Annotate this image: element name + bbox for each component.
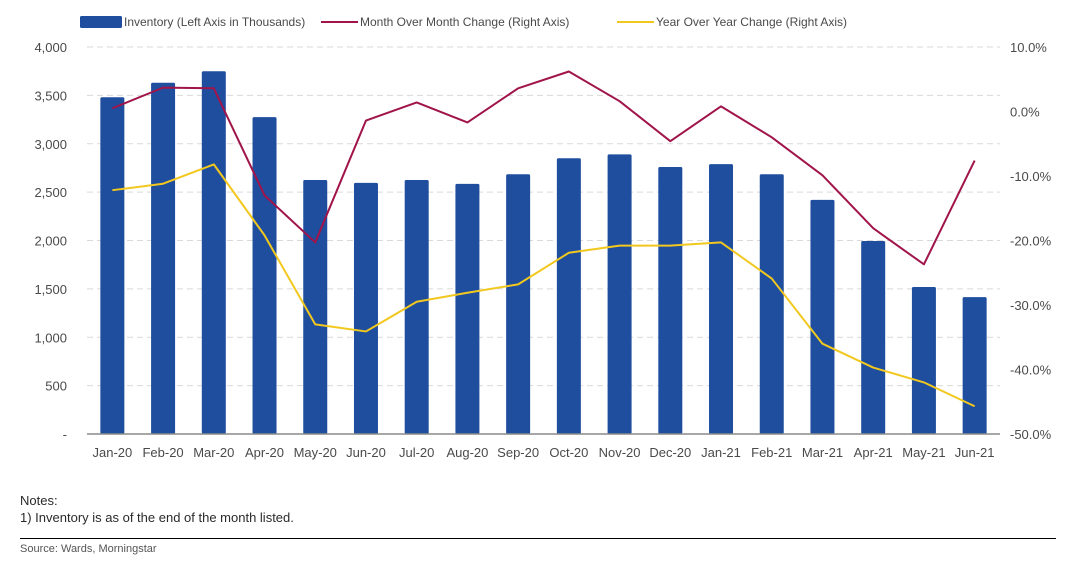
inventory-bar: [201, 71, 226, 434]
x-tick-label: Jun-21: [955, 445, 995, 460]
left-tick-label: 2,500: [34, 185, 67, 200]
inventory-bar: [404, 180, 429, 434]
inventory-bar: [962, 297, 987, 434]
left-tick-label: 4,000: [34, 40, 67, 55]
gridlines: [87, 46, 1000, 387]
x-tick-label: May-20: [294, 445, 337, 460]
left-tick-label: 1,000: [34, 330, 67, 345]
line-series: [111, 70, 976, 408]
right-tick-label: -50.0%: [1010, 427, 1052, 442]
right-tick-label: -40.0%: [1010, 363, 1052, 378]
x-tick-label: Oct-20: [549, 445, 588, 460]
legend-swatch-inventory: [80, 16, 122, 28]
left-tick-label: -: [63, 427, 67, 442]
mom-change-line: [111, 70, 976, 266]
divider: [20, 538, 1056, 539]
right-tick-label: -10.0%: [1010, 169, 1052, 184]
inventory-bar: [556, 158, 581, 434]
source-text: Source: Wards, Morningstar: [20, 543, 157, 555]
left-tick-label: 1,500: [34, 282, 67, 297]
right-tick-label: 10.0%: [1010, 40, 1047, 55]
right-tick-label: -30.0%: [1010, 298, 1052, 313]
legend-label-inventory: Inventory (Left Axis in Thousands): [124, 15, 305, 29]
notes-line-1: 1) Inventory is as of the end of the mon…: [20, 510, 294, 525]
left-tick-label: 500: [45, 379, 67, 394]
x-tick-label: Apr-21: [854, 445, 893, 460]
inventory-bar: [303, 180, 328, 434]
x-tick-label: Feb-20: [142, 445, 183, 460]
left-tick-label: 2,000: [34, 234, 67, 249]
inventory-bar: [151, 82, 176, 435]
x-tick-label: Jun-20: [346, 445, 386, 460]
left-axis-ticks: - 500 1,000 1,500 2,000 2,500 3,000 3,500 4,000: [34, 40, 67, 442]
inventory-bar: [252, 117, 277, 435]
inventory-bar: [607, 154, 632, 434]
legend: Inventory (Left Axis in Thousands) Month …: [80, 15, 847, 29]
x-tick-label: Nov-20: [599, 445, 641, 460]
x-tick-label: Mar-20: [193, 445, 234, 460]
notes-heading: Notes:: [20, 493, 58, 508]
x-tick-label: Jan-21: [701, 445, 741, 460]
yoy-change-line: [112, 163, 976, 408]
inventory-bar: [353, 182, 378, 434]
inventory-bar: [759, 174, 784, 434]
x-tick-label: Apr-20: [245, 445, 284, 460]
inventory-bar: [709, 164, 734, 434]
chart: -5001,0001,5002,0002,5003,0003,5004,000 …: [34, 15, 1052, 460]
notes: Notes: 1) Inventory is as of the end of …: [20, 492, 294, 526]
x-tick-label: Sep-20: [497, 445, 539, 460]
left-tick-label: 3,500: [34, 88, 67, 103]
inventory-bar: [506, 174, 531, 434]
right-tick-label: -20.0%: [1010, 234, 1052, 249]
right-axis-ticks: -50.0% -40.0% -30.0% -20.0% -10.0% 0.0% 10.0%: [1010, 40, 1052, 442]
x-tick-label: Jan-20: [92, 445, 132, 460]
x-tick-label: Aug-20: [446, 445, 488, 460]
x-tick-label: Feb-21: [751, 445, 792, 460]
inventory-bar: [100, 97, 125, 434]
right-tick-label: 0.0%: [1010, 105, 1040, 120]
inventory-bar: [911, 286, 936, 434]
x-tick-label: May-21: [902, 445, 945, 460]
inventory-bar: [810, 199, 835, 434]
bar-series: [100, 71, 987, 435]
legend-label-yoy: Year Over Year Change (Right Axis): [656, 15, 847, 29]
x-axis-ticks: Jan-20 Feb-20 Mar-20 Apr-20 May-20 Jun-20 Jul-…: [92, 445, 994, 460]
x-tick-label: Dec-20: [649, 445, 691, 460]
x-tick-label: Jul-20: [399, 445, 434, 460]
inventory-bar: [658, 166, 683, 434]
inventory-bar: [455, 183, 480, 434]
left-tick-label: 3,000: [34, 137, 67, 152]
x-tick-label: Mar-21: [802, 445, 843, 460]
inventory-bar: [861, 240, 886, 434]
legend-label-mom: Month Over Month Change (Right Axis): [360, 15, 569, 29]
